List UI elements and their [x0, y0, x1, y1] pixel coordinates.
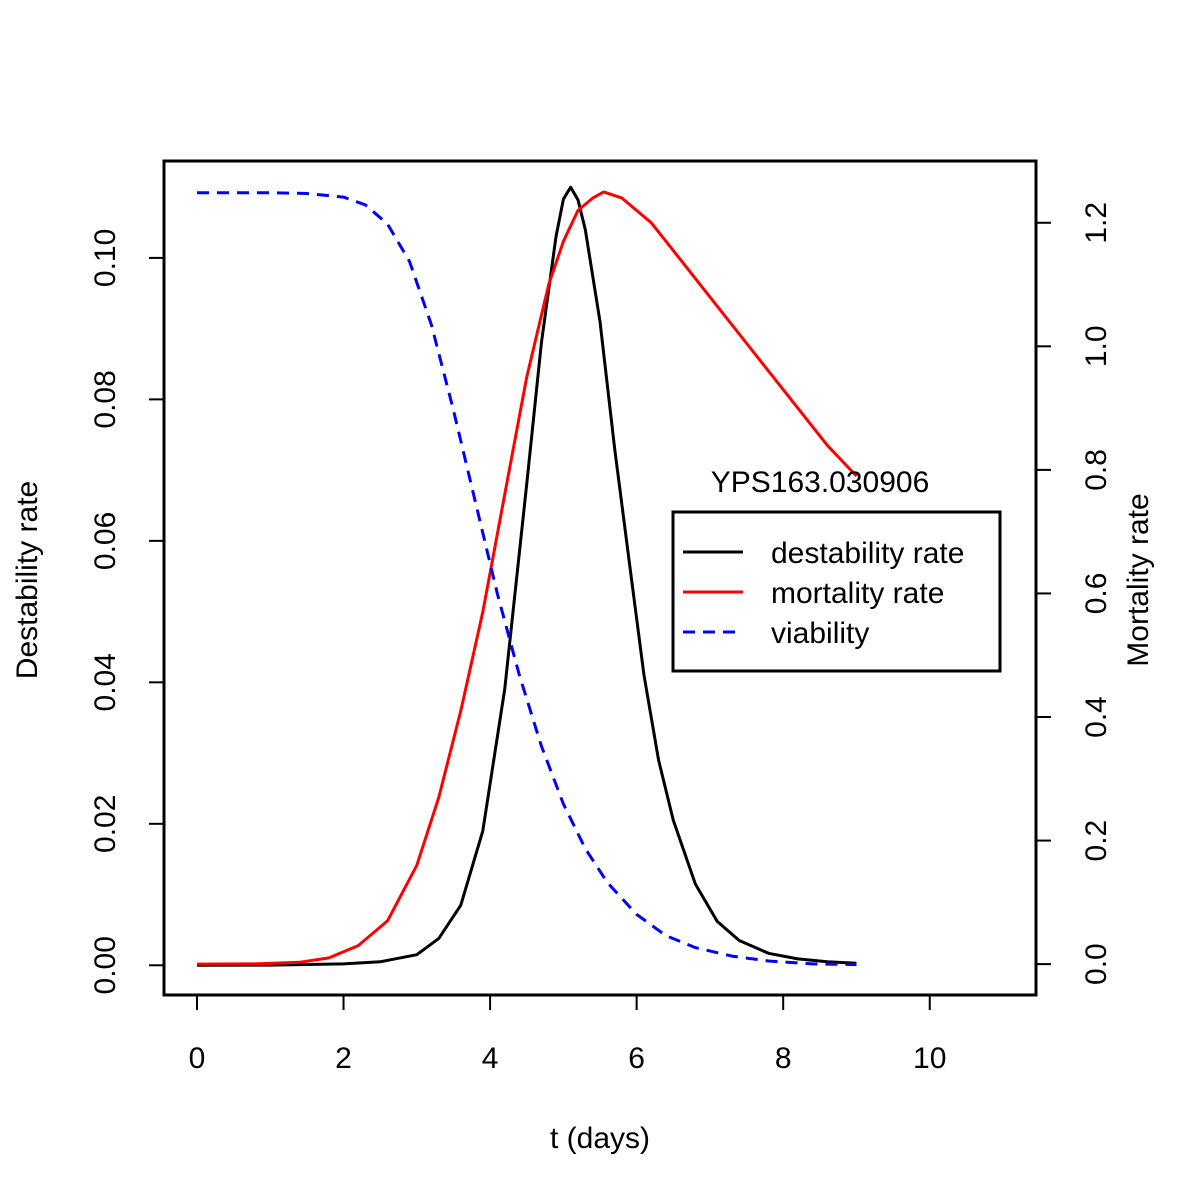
- x-tick-label: 10: [913, 1042, 946, 1075]
- x-tick-label: 2: [335, 1042, 352, 1075]
- y-right-tick-label: 1.2: [1080, 202, 1113, 244]
- y-right-tick-label: 0.0: [1080, 943, 1113, 985]
- x-tick-label: 4: [482, 1042, 499, 1075]
- legend: destability rate mortality rate viabilit…: [671, 510, 1002, 673]
- y-right-tick-label: 0.6: [1080, 573, 1113, 615]
- y-left-tick-label: 0.04: [89, 653, 122, 711]
- series-layer: [196, 185, 858, 967]
- x-tick-label: 8: [775, 1042, 792, 1075]
- y-left-tick-label: 0.02: [89, 795, 122, 853]
- x-axis: 0 2 4 6 8 10: [189, 994, 946, 1075]
- y-right-tick-label: 0.8: [1080, 449, 1113, 491]
- chart-annotation: YPS163.030906: [711, 466, 930, 499]
- x-axis-title: t (days): [550, 1122, 650, 1155]
- y-axis-left: 0.00 0.02 0.04 0.06 0.08 0.10: [89, 229, 164, 994]
- y-right-tick-label: 0.2: [1080, 820, 1113, 862]
- y-right-tick-label: 0.4: [1080, 696, 1113, 738]
- y-right-tick-label: 1.0: [1080, 325, 1113, 367]
- x-tick-label: 0: [189, 1042, 206, 1075]
- y-left-tick-label: 0.08: [89, 370, 122, 428]
- legend-label-mortality: mortality rate: [771, 577, 944, 610]
- y-left-tick-label: 0.00: [89, 936, 122, 994]
- y-left-tick-label: 0.06: [89, 512, 122, 570]
- y-axis-right-title: Mortality rate: [1122, 493, 1155, 666]
- series-line-mortality-rate: [196, 190, 858, 966]
- series-line-viability: [197, 191, 857, 967]
- series-line-destability-rate: [196, 185, 857, 967]
- x-tick-label: 6: [628, 1042, 645, 1075]
- y-axis-left-title: Destability rate: [11, 481, 44, 679]
- legend-label-viability: viability: [771, 617, 869, 650]
- legend-label-destability: destability rate: [771, 537, 964, 570]
- y-axis-right: 0.0 0.2 0.4 0.6 0.8 1.0 1.2: [1036, 202, 1113, 985]
- y-left-tick-label: 0.10: [89, 229, 122, 287]
